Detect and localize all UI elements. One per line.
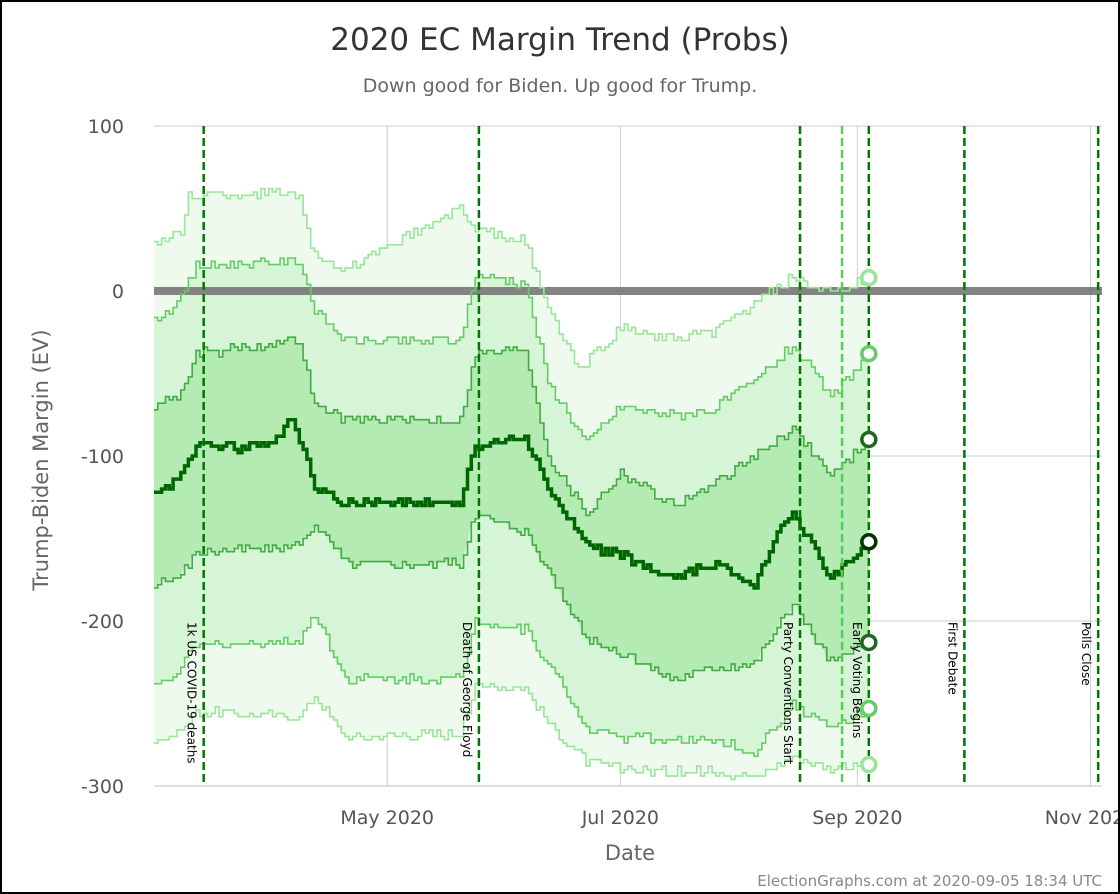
series-line-median bbox=[154, 417, 871, 590]
event-label: Party Conventions Start bbox=[781, 622, 795, 765]
end-marker bbox=[860, 344, 878, 363]
y-axis-title: Trump-Biden Margin (EV) bbox=[29, 329, 53, 591]
series-line-lower-mid bbox=[154, 616, 870, 758]
series-line-upper-inner bbox=[154, 336, 870, 517]
end-marker bbox=[860, 533, 878, 551]
x-tick-label: May 2020 bbox=[340, 807, 434, 829]
end-marker bbox=[860, 699, 878, 718]
event-label: Death of George Floyd bbox=[460, 622, 474, 757]
chart-title: 2020 EC Margin Trend (Probs) bbox=[330, 22, 789, 58]
x-tick-label: Sep 2020 bbox=[812, 807, 902, 829]
y-tick-label: -100 bbox=[81, 446, 124, 468]
series-line-upper-outer bbox=[154, 187, 870, 368]
event-label: First Debate bbox=[945, 622, 959, 695]
y-tick-label: 0 bbox=[112, 281, 124, 303]
plot-area: 100 0 -100 -200 -300 May 2020 Jul 2020 Sep 2020… bbox=[81, 116, 1118, 829]
chart-subtitle: Down good for Biden. Up good for Trump. bbox=[363, 75, 758, 97]
end-marker bbox=[860, 430, 878, 449]
credit-text: ElectionGraphs.com at 2020-09-05 18:34 U… bbox=[757, 872, 1102, 890]
x-tick-label: Nov 2020 bbox=[1045, 807, 1118, 829]
y-tick-label: -200 bbox=[81, 611, 124, 633]
end-marker bbox=[860, 269, 878, 287]
event-label: Polls Close bbox=[1079, 622, 1093, 686]
x-axis-title: Date bbox=[605, 841, 655, 865]
series-line-lower-outer bbox=[154, 682, 870, 781]
series-line-upper-mid bbox=[154, 257, 870, 441]
end-marker bbox=[860, 755, 878, 774]
band-inner bbox=[154, 337, 869, 681]
series-line-lower-inner bbox=[154, 514, 870, 682]
y-tick-label: -300 bbox=[81, 776, 124, 798]
event-label: 1k US COVID-19 deaths bbox=[185, 622, 199, 764]
end-marker bbox=[860, 633, 878, 652]
x-tick-label: Jul 2020 bbox=[581, 807, 659, 829]
y-tick-label: 100 bbox=[88, 116, 124, 138]
